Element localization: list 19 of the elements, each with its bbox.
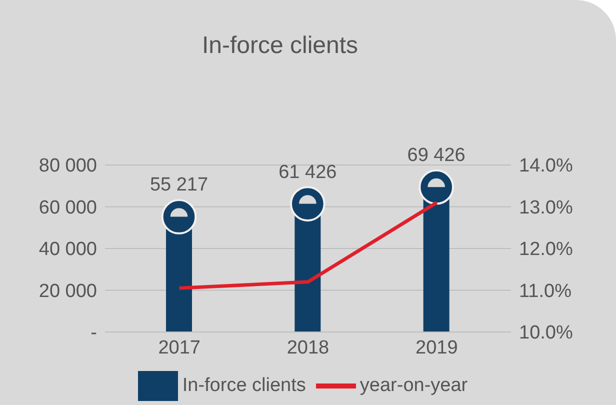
y2-tick-label: 11.0% [519,280,572,302]
y-tick-label: 20 000 [38,280,97,302]
y-tick-label: 60 000 [38,197,97,218]
legend-label: In-force clients [182,375,306,396]
x-tick-label: 2017 [158,337,200,358]
data-label: 55 217 [150,174,208,196]
y2-tick-label: 12.0% [519,239,573,260]
y-tick-label: 40 000 [38,239,97,260]
y-tick-label: 80 000 [38,156,97,177]
y-tick-label: - [90,322,97,344]
y2-tick-label: 13.0% [519,197,573,218]
y2-tick-label: 10.0% [519,322,573,344]
data-label: 69 426 [407,145,466,166]
data-label: 61 426 [278,162,337,183]
y2-tick-label: 14.0% [519,156,573,177]
legend-label: year-on-year [360,375,468,396]
x-tick-label: 2018 [286,337,330,358]
x-tick-label: 2019 [416,337,458,358]
chart-title: In-force clients [200,32,360,60]
